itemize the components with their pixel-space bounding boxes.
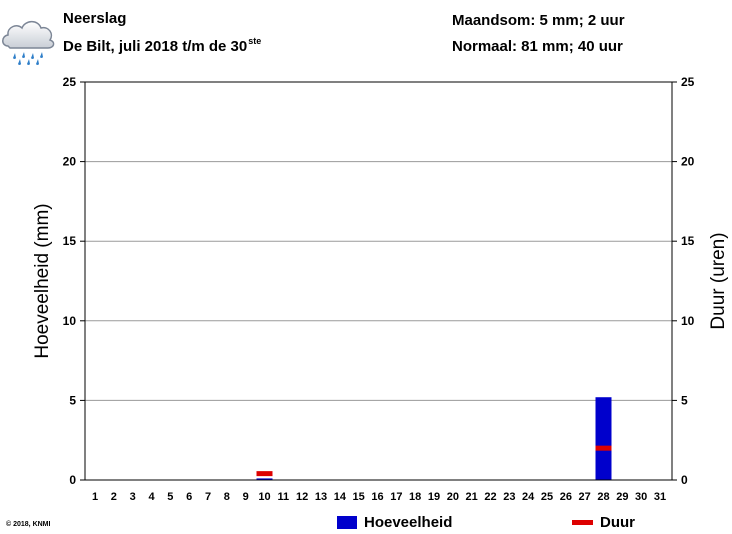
y2-axis-label: Duur (uren)	[708, 232, 729, 329]
x-tick-label-23: 23	[503, 491, 515, 503]
legend-swatch-hoeveelheid	[337, 515, 357, 529]
x-tick-label-1: 1	[92, 491, 98, 503]
x-tick-label-19: 19	[428, 491, 440, 503]
x-tick-label-13: 13	[315, 491, 327, 503]
legend-item-hoeveelheid: Hoeveelheid	[337, 513, 452, 531]
x-tick-label-16: 16	[371, 491, 383, 503]
y-tick-label-25: 25	[63, 75, 77, 89]
bar-hoeveelheid-28	[595, 397, 612, 480]
y-tick-label-0: 0	[69, 473, 76, 487]
x-tick-label-4: 4	[148, 491, 155, 503]
legend-item-duur: Duur	[572, 513, 635, 531]
y-tick-label-10: 10	[63, 314, 77, 328]
y2-tick-label-15: 15	[681, 234, 695, 248]
x-tick-label-26: 26	[560, 491, 572, 503]
x-tick-label-22: 22	[484, 491, 496, 503]
x-tick-label-17: 17	[390, 491, 402, 503]
y-axis-label: Hoeveelheid (mm)	[32, 203, 53, 358]
y2-tick-label-20: 20	[681, 155, 695, 169]
x-tick-label-25: 25	[541, 491, 553, 503]
x-tick-label-7: 7	[205, 491, 211, 503]
x-tick-label-24: 24	[522, 491, 535, 503]
marker-duur-10	[256, 471, 273, 477]
x-tick-label-15: 15	[353, 491, 365, 503]
normal-value: Normaal: 81 mm; 40 uur	[452, 38, 623, 55]
legend-swatch-duur	[572, 519, 593, 525]
bar-hoeveelheid-10	[256, 478, 273, 480]
y2-tick-label-0: 0	[681, 473, 688, 487]
legend-label-hoeveelheid: Hoeveelheid	[364, 513, 453, 531]
x-tick-label-3: 3	[130, 491, 136, 503]
x-tick-label-14: 14	[334, 491, 347, 503]
x-tick-label-6: 6	[186, 491, 192, 503]
marker-duur-28	[595, 445, 612, 451]
monthly-sum: Maandsom: 5 mm; 2 uur	[452, 12, 625, 29]
chart-subtitle-main: De Bilt, juli 2018 t/m de 30	[63, 38, 248, 55]
x-tick-label-9: 9	[243, 491, 249, 503]
plot-frame	[84, 81, 673, 481]
bars-layer	[256, 397, 612, 480]
x-tick-label-28: 28	[597, 491, 609, 503]
x-tick-label-20: 20	[447, 491, 459, 503]
x-tick-label-2: 2	[111, 491, 117, 503]
y2-tick-label-10: 10	[681, 314, 695, 328]
legend-label-duur: Duur	[600, 513, 635, 531]
x-tick-label-30: 30	[635, 491, 647, 503]
chart-subtitle: De Bilt, juli 2018 t/m de 30ste	[63, 36, 262, 55]
chart-title: Neerslag	[63, 10, 127, 27]
x-tick-label-11: 11	[278, 491, 290, 503]
x-tick-label-5: 5	[167, 491, 173, 503]
x-tick-label-21: 21	[466, 491, 478, 503]
copyright-text: © 2018, KNMI	[6, 521, 51, 528]
y-tick-label-5: 5	[69, 393, 76, 407]
x-tick-label-29: 29	[616, 491, 628, 503]
x-tick-label-18: 18	[409, 491, 421, 503]
x-tick-label-12: 12	[296, 491, 308, 503]
y-tick-label-20: 20	[63, 155, 77, 169]
x-tick-label-31: 31	[654, 491, 666, 503]
y2-tick-label-5: 5	[681, 393, 688, 407]
x-tick-label-10: 10	[258, 491, 270, 503]
chart-subtitle-sup: ste	[248, 36, 262, 46]
x-tick-label-27: 27	[579, 491, 591, 503]
y-tick-label-15: 15	[63, 234, 77, 248]
y2-tick-label-25: 25	[681, 75, 695, 89]
rain-cloud-icon	[2, 20, 55, 66]
x-tick-label-8: 8	[224, 491, 230, 503]
grid-layer	[85, 161, 672, 401]
